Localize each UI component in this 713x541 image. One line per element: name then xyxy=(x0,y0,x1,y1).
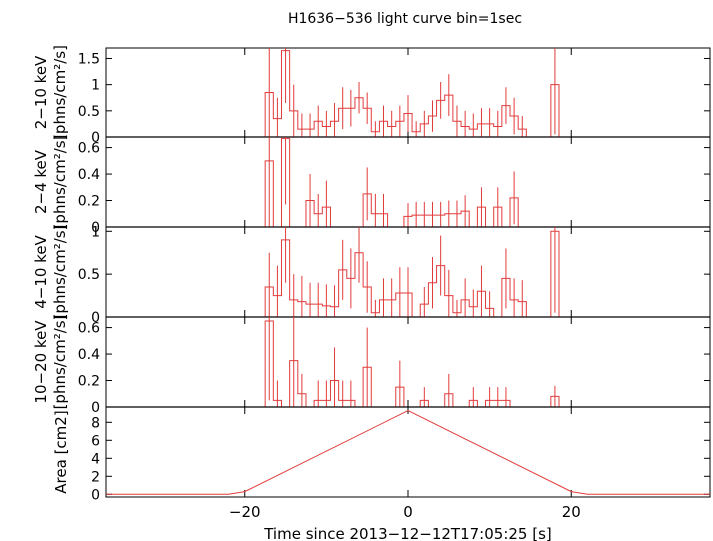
y-axis-label-line: 2−4 keV xyxy=(32,149,50,214)
area-curve xyxy=(106,410,710,495)
panel-frame xyxy=(105,406,711,498)
y-tick-label: 0.6 xyxy=(78,321,100,337)
y-tick-label: 8 xyxy=(91,415,100,431)
x-tick-label: 0 xyxy=(403,503,413,521)
panel-4: 0 0.2 0.4 0.6 10−20 keV[phns/cm²/s] xyxy=(32,315,711,416)
y-tick-label: 1 xyxy=(91,224,100,240)
y-axis-label-line: [phns/cm²/s] xyxy=(51,45,69,140)
x-axis-label: Time since 2013−12−12T17:05:25 [s] xyxy=(263,525,552,541)
panel-3: 0 0.5 1 4−10 keV[phns/cm²/s] xyxy=(32,224,711,326)
y-tick-label: 0.5 xyxy=(78,104,100,120)
y-tick-label: 2 xyxy=(91,469,100,485)
y-tick-label: 0.6 xyxy=(78,141,100,157)
y-axis-label: 2−4 keV[phns/cm²/s] xyxy=(32,135,69,230)
y-axis-label: 10−20 keV[phns/cm²/s] xyxy=(32,315,69,410)
panel-1: 0 0.5 1 1.5 2−10 keV[phns/cm²/s] xyxy=(32,45,711,146)
y-tick-label: 4 xyxy=(91,451,100,467)
y-tick-label: 0.2 xyxy=(78,194,100,210)
histogram-step-line xyxy=(106,320,710,408)
y-tick-label: 0.4 xyxy=(78,347,100,363)
y-tick-label: 0.2 xyxy=(78,374,100,390)
y-axis-label-line: 4−10 keV xyxy=(32,234,50,308)
y-tick-label: 1 xyxy=(91,78,100,94)
y-tick-label: 0 xyxy=(91,310,100,326)
y-tick-label: 0 xyxy=(91,130,100,146)
panel-2: 0 0.2 0.4 0.6 2−4 keV[phns/cm²/s] xyxy=(32,135,711,236)
x-tick-label: −20 xyxy=(229,503,261,521)
y-tick-label: 0.4 xyxy=(78,167,100,183)
y-tick-label: 0.5 xyxy=(78,267,100,283)
y-axis-label-line: [phns/cm²/s] xyxy=(51,225,69,320)
x-tick-label: 20 xyxy=(562,503,581,521)
y-tick-label: 1.5 xyxy=(78,51,100,67)
y-tick-label: 0 xyxy=(91,400,100,416)
y-tick-label: 0 xyxy=(91,487,100,503)
chart-title: H1636−536 light curve bin=1sec xyxy=(288,11,522,27)
y-tick-label: 6 xyxy=(91,433,100,449)
y-axis-label: Area [cm2] xyxy=(52,410,70,493)
histogram-step-line xyxy=(106,50,710,138)
y-axis-label: 4−10 keV[phns/cm²/s] xyxy=(32,225,69,320)
y-axis-label: 2−10 keV[phns/cm²/s] xyxy=(32,45,69,140)
y-axis-label-line: 10−20 keV xyxy=(32,320,50,404)
panel-frame xyxy=(105,316,711,408)
y-axis-label-line: [phns/cm²/s] xyxy=(51,135,69,230)
panel-5: 0 2 4 6 8 Area [cm2] xyxy=(52,406,711,503)
y-axis-label-line: Area [cm2] xyxy=(52,410,70,493)
y-axis-label-line: 2−10 keV xyxy=(32,55,50,129)
y-tick-label: 0 xyxy=(91,220,100,236)
y-axis-label-line: [phns/cm²/s] xyxy=(51,315,69,410)
